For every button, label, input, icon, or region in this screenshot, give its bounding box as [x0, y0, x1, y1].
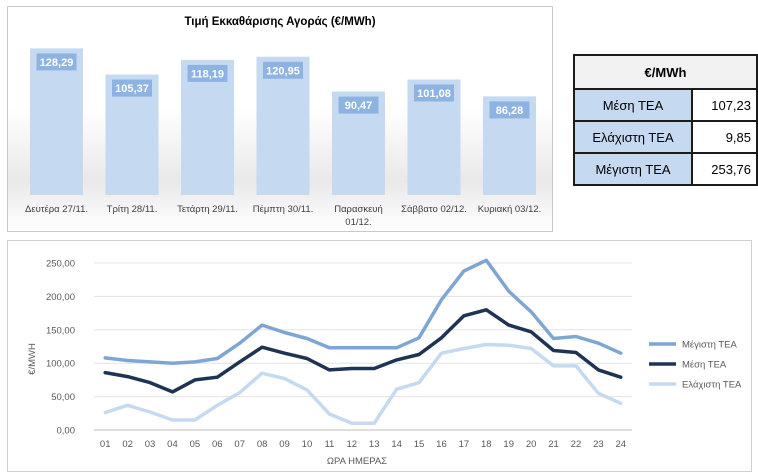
series-line: [103, 258, 623, 365]
table-row: Ελάχιστη ΤΕΑ 9,85: [573, 120, 758, 154]
y-tick-label: 150,00: [46, 325, 75, 336]
row-label-min: Ελάχιστη ΤΕΑ: [573, 120, 693, 154]
y-tick-label: 50,00: [51, 392, 75, 403]
bar-label-box: [414, 84, 454, 102]
x-tick-label: 05: [190, 439, 201, 450]
series-line: [103, 308, 623, 394]
x-tick-label: 16: [436, 439, 447, 450]
bar-data-label: 105,37: [115, 83, 149, 95]
bar-label-box: [338, 96, 379, 114]
bar-data-label: 128,29: [40, 57, 74, 69]
x-tick-label: 12: [347, 439, 358, 450]
row-value-mean: 107,23: [691, 88, 758, 122]
bar-label-box: [263, 61, 303, 79]
hourly-price-line-chart: 0,00 50,00 100,00 150,00 200,00 250,00 01 02 03…: [7, 240, 752, 472]
bar-data-label: 118,19: [191, 68, 224, 80]
x-tick-label: 02: [122, 439, 133, 450]
x-tick-labels: 01 02 03 04 05 06 07 08 09 10 11 12 13 14 15 16 17 18 19 20…: [100, 439, 626, 450]
series-lines: [103, 258, 623, 426]
bar-data-label: 86,28: [496, 105, 524, 117]
x-tick-label: 13: [369, 439, 380, 450]
table-header: €/MWh: [573, 54, 758, 90]
x-tick-label: 07: [234, 439, 245, 450]
daily-price-bar-chart: Τιμή Εκκαθάρισης Αγοράς (€/MWh) 128,29 Δε…: [7, 6, 553, 232]
x-tick-label: 21: [548, 439, 559, 450]
bar-category-label: Σάββατο 02/12.: [401, 204, 467, 215]
x-tick-label: 14: [391, 439, 402, 450]
x-tick-label: 15: [414, 439, 425, 450]
x-tick-label: 22: [571, 439, 582, 450]
x-tick-label: 06: [212, 439, 223, 450]
x-tick-label: 08: [257, 439, 268, 450]
bar-category-label: Παρασκευή: [334, 204, 383, 215]
bar-label-box: [36, 53, 77, 71]
bar-category-label: 01/12.: [345, 217, 371, 228]
line-chart-svg: 0,00 50,00 100,00 150,00 200,00 250,00 01 02 03…: [27, 258, 742, 468]
y-tick-label: 200,00: [46, 292, 75, 303]
x-tick-label: 04: [167, 439, 178, 450]
legend-label: Μέση ΤΕΑ: [682, 360, 727, 371]
bar-category-label: Τετάρτη 29/11.: [177, 204, 238, 215]
bar-category-label: Πέμπτη 30/11.: [253, 204, 314, 215]
x-tick-label: 17: [459, 439, 470, 450]
x-tick-label: 24: [616, 439, 627, 450]
bar-label-box: [489, 101, 530, 119]
bar-category-label: Κυριακή 03/12.: [478, 204, 542, 215]
y-tick-label: 0,00: [57, 426, 76, 437]
y-tick-labels: 0,00 50,00 100,00 150,00 200,00 250,00: [46, 259, 75, 437]
table-row: Μέση ΤΕΑ 107,23: [573, 88, 758, 122]
row-value-max: 253,76: [691, 152, 758, 186]
x-tick-label: 10: [302, 439, 313, 450]
x-tick-label: 09: [279, 439, 290, 450]
x-tick-label: 20: [526, 439, 537, 450]
bar: [256, 56, 310, 196]
legend: Μέγιστη ΤΕΑ Μέση ΤΕΑ Ελάχιστη ΤΕΑ: [649, 340, 742, 391]
row-label-mean: Μέση ΤΕΑ: [573, 88, 693, 122]
bar-category-label: Δευτέρα 27/11.: [25, 204, 88, 215]
x-tick-label: 19: [503, 439, 514, 450]
x-tick-label: 03: [145, 439, 156, 450]
bar-category-label: Τρίτη 28/11.: [107, 204, 158, 215]
table-row: Μέγιστη ΤΕΑ 253,76: [573, 152, 758, 186]
bar-chart-title: Τιμή Εκκαθάρισης Αγοράς (€/MWh): [184, 16, 375, 28]
y-tick-label: 100,00: [46, 359, 75, 370]
bar-label-box: [112, 79, 152, 97]
bars-group: 128,29 Δευτέρα 27/11. 105,37 Τρίτη 28/11. 11…: [25, 48, 541, 228]
legend-label: Ελάχιστη ΤΕΑ: [682, 380, 742, 391]
series-line: [103, 342, 623, 426]
bar-chart-svg: Τιμή Εκκαθάρισης Αγοράς (€/MWh) 128,29 Δε…: [25, 16, 541, 228]
bar: [181, 59, 234, 195]
x-tick-label: 18: [481, 439, 492, 450]
y-tick-label: 250,00: [46, 259, 75, 270]
legend-label: Μέγιστη ΤΕΑ: [682, 340, 738, 351]
tea-summary-table: €/MWh Μέση ΤΕΑ 107,23 Ελάχιστη ΤΕΑ 9,85 …: [573, 54, 758, 186]
x-tick-label: 01: [100, 439, 111, 450]
y-axis-label: €/MWH: [27, 343, 38, 375]
bar-data-label: 90,47: [345, 100, 373, 112]
bar-data-label: 120,95: [266, 65, 300, 77]
x-tick-label: 11: [324, 439, 334, 450]
bar: [30, 48, 83, 195]
bar-label-box: [187, 64, 228, 82]
x-axis-label: ΩΡΑ ΗΜΕΡΑΣ: [327, 456, 387, 467]
x-tick-label: 23: [593, 439, 604, 450]
bar-data-label: 101,08: [417, 88, 451, 100]
row-value-min: 9,85: [691, 120, 758, 154]
row-label-max: Μέγιστη ΤΕΑ: [573, 152, 693, 186]
